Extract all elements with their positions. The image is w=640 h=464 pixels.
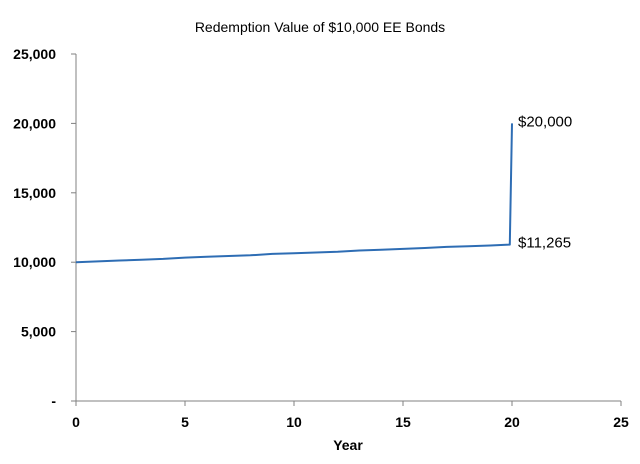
x-tick-label: 20 <box>504 414 520 430</box>
series-line <box>75 123 513 264</box>
y-tick-label: 5,000 <box>21 324 56 340</box>
y-tick-label: 15,000 <box>13 185 56 201</box>
y-tick-label: 10,000 <box>13 254 56 270</box>
y-tick-labels: - 5,000 10,000 15,000 20,000 25,000 <box>13 46 76 409</box>
y-tick-label: 20,000 <box>13 115 56 131</box>
data-label: $11,265 <box>518 235 571 252</box>
annotations: $20,000 $11,265 <box>518 113 572 251</box>
y-tick-label: - <box>51 393 56 409</box>
x-axis-label: Year <box>333 437 363 453</box>
x-tick-labels: 0 5 10 15 20 25 <box>72 401 629 430</box>
x-tick-label: 5 <box>181 414 189 430</box>
x-tick-label: 10 <box>286 414 302 430</box>
x-tick-label: 25 <box>613 414 629 430</box>
y-tick-label: 25,000 <box>13 46 56 62</box>
chart-title: Redemption Value of $10,000 EE Bonds <box>195 19 445 35</box>
x-tick-label: 15 <box>395 414 411 430</box>
x-tick-label: 0 <box>72 414 80 430</box>
data-label: $20,000 <box>518 113 572 130</box>
series-group <box>75 123 513 264</box>
